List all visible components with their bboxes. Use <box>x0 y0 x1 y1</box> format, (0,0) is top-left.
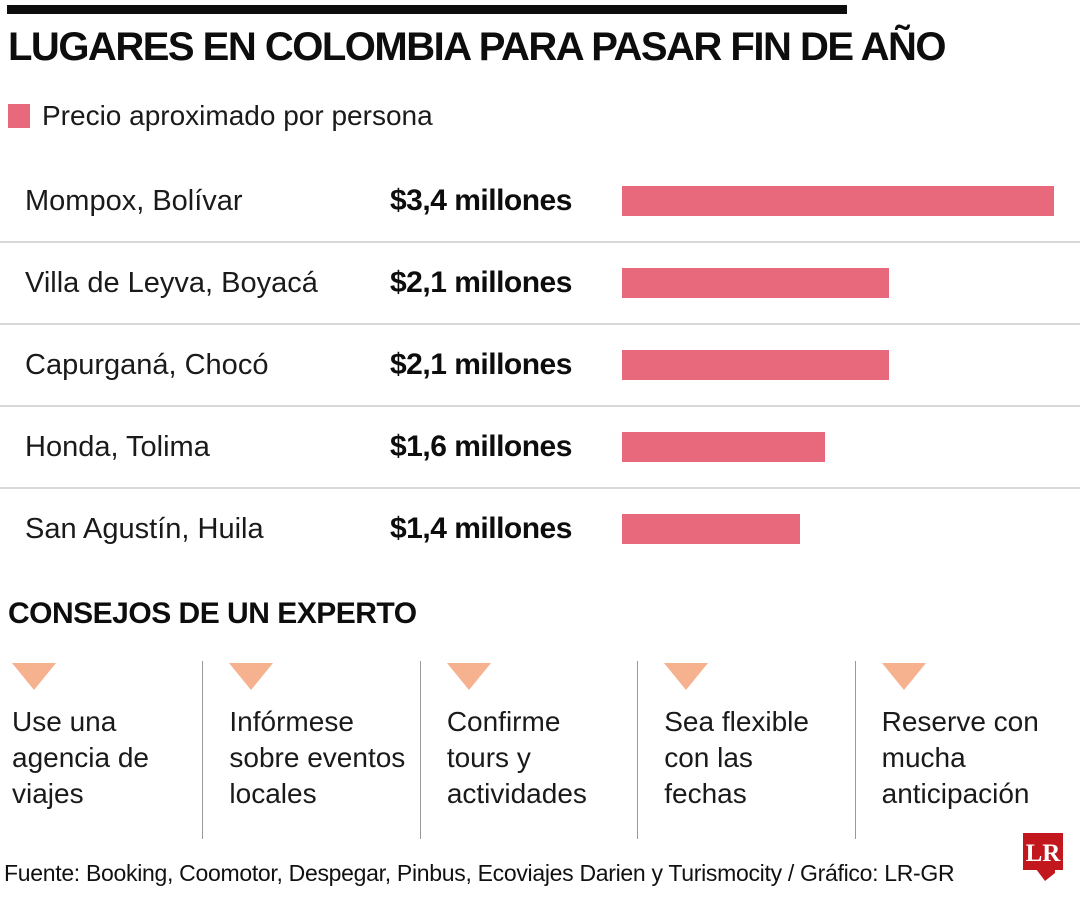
tip-item: Infórmese sobre eventos locales <box>202 661 419 839</box>
price-bar <box>622 268 889 298</box>
tip-item: Sea flexible con las fechas <box>637 661 854 839</box>
bar-track <box>622 186 1054 216</box>
chart-row: Villa de Leyva, Boyacá $2,1 millones <box>0 241 1080 323</box>
source-text: Fuente: Booking, Coomotor, Despegar, Pin… <box>4 860 955 886</box>
price-chart: Mompox, Bolívar $3,4 millones Villa de Ley… <box>0 161 1080 569</box>
chart-row: Honda, Tolima $1,6 millones <box>0 405 1080 487</box>
chart-row: Capurganá, Chocó $2,1 millones <box>0 323 1080 405</box>
chart-row: San Agustín, Huila $1,4 millones <box>0 487 1080 569</box>
place-label: San Agustín, Huila <box>25 512 264 545</box>
price-bar <box>622 186 1054 216</box>
tip-item: Use una agencia de viajes <box>4 661 202 839</box>
bar-track <box>622 514 1054 544</box>
place-label: Mompox, Bolívar <box>25 184 243 217</box>
triangle-marker-icon <box>664 663 709 690</box>
tip-text: Infórmese sobre eventos locales <box>229 706 406 809</box>
price-value: $1,4 millones <box>390 512 572 545</box>
price-bar <box>622 350 889 380</box>
price-value: $1,6 millones <box>390 430 572 463</box>
tip-text: Use una agencia de viajes <box>12 706 150 809</box>
price-value: $2,1 millones <box>390 266 572 299</box>
tips-row: Use una agencia de viajes Infórmese sobre… <box>4 661 1072 839</box>
chart-legend: Precio aproximado por persona <box>8 100 1080 131</box>
price-bar <box>622 514 800 544</box>
legend-swatch <box>8 104 30 128</box>
place-label: Honda, Tolima <box>25 430 210 463</box>
price-bar <box>622 432 826 462</box>
page-title: LUGARES EN COLOMBIA PARA PASAR FIN DE AÑ… <box>8 25 947 69</box>
lr-logo-text: LR <box>1026 840 1062 867</box>
tip-item: Reserve con mucha anticipación <box>854 661 1072 839</box>
bar-track <box>622 432 1054 462</box>
lr-logo-icon: LR <box>1023 833 1063 881</box>
tip-text: Reserve con mucha anticipación <box>881 706 1039 809</box>
chart-row: Mompox, Bolívar $3,4 millones <box>0 161 1080 241</box>
lr-logo: LR <box>1022 832 1064 882</box>
tips-section-title: CONSEJOS DE UN EXPERTO <box>8 597 417 630</box>
tip-text: Confirme tours y actividades <box>446 706 587 809</box>
price-value: $2,1 millones <box>390 348 572 381</box>
triangle-marker-icon <box>446 663 491 690</box>
bar-track <box>622 268 1054 298</box>
triangle-marker-icon <box>12 663 56 690</box>
place-label: Capurganá, Chocó <box>25 348 269 381</box>
triangle-marker-icon <box>881 663 926 690</box>
price-value: $3,4 millones <box>390 184 572 217</box>
tip-text: Sea flexible con las fechas <box>664 706 809 809</box>
triangle-marker-icon <box>229 663 274 690</box>
bar-track <box>622 350 1054 380</box>
top-accent-bar <box>7 5 847 14</box>
tip-item: Confirme tours y actividades <box>419 661 637 839</box>
place-label: Villa de Leyva, Boyacá <box>25 266 318 299</box>
legend-label: Precio aproximado por persona <box>42 100 433 131</box>
